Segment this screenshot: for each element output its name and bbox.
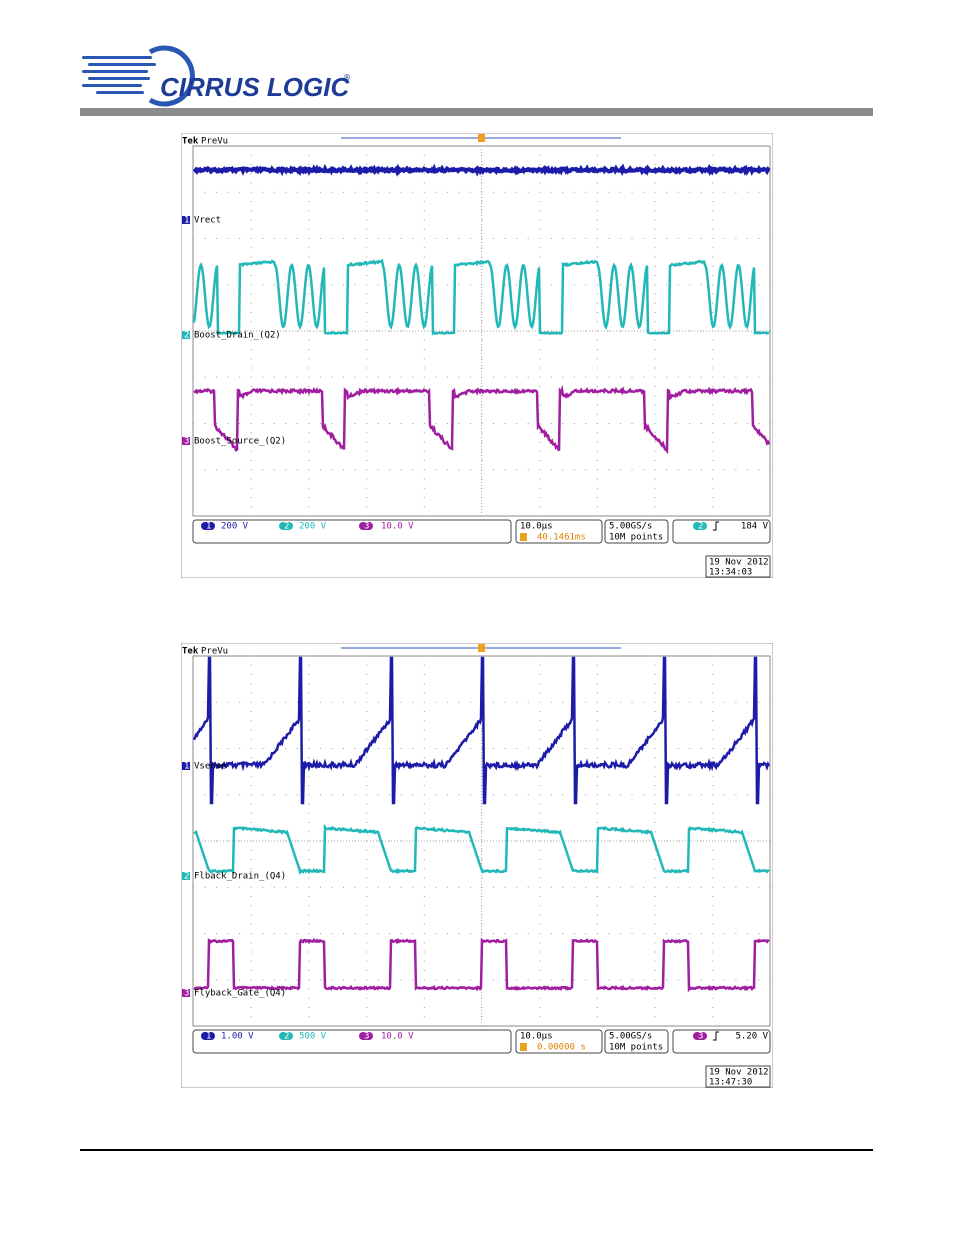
date-box [705,555,771,578]
channel-label: Vsense [194,762,227,772]
delay: 0.00000 s [537,1043,586,1053]
waveform [192,258,770,336]
waveform [193,384,771,455]
oscilloscope: Tek PreVu 1 Vrect 2 Boost_Drain_(Q2) 3 Boost_So… [181,133,773,578]
waveform [193,937,770,993]
timebase: 10.0µs [520,1032,553,1042]
oscilloscope: Tek PreVu 1 Vsense 2 Flback_Drain_(Q4) 3 Flybac… [181,643,773,1088]
trigger-level: 5.20 V [735,1032,768,1042]
date: 19 Nov 2012 [709,558,769,568]
status-box [604,519,669,544]
trigger-badge [693,522,707,530]
channel-badge [182,762,190,770]
channel-scale: 10.0 V [381,522,414,532]
channel-label: Boost_Drain_(Q2) [194,331,281,341]
trigger-slope [713,1031,719,1041]
channel-badge-number: 3 [184,989,189,999]
time: 13:47:30 [709,1078,752,1088]
header: CIRRUS LOGIC ® [80,45,873,116]
trigger-level: 184 V [741,522,769,532]
channel-badge-number: 2 [184,331,189,341]
channel-badge [182,872,190,880]
sample-rate: 5.00GS/s [609,1032,652,1042]
mode: PreVu [201,647,228,657]
channel-badge-number: 1 [184,216,189,226]
channel-label: Flyback_Gate_(Q4) [194,989,286,999]
header-bar [80,108,873,116]
status-box [515,1029,603,1054]
channel-scale: 1.00 V [221,1032,254,1042]
channel-badge [182,331,190,339]
scale-badge-number: 2 [284,1032,289,1042]
trigger-channel: 3 [698,1032,703,1042]
scale-badge-number: 3 [364,1032,369,1042]
waveform [192,163,771,177]
channel-label: Flback_Drain_(Q4) [194,872,286,882]
scale-badge [359,1032,373,1040]
scale-badge [359,522,373,530]
channel-label: Boost_Source_(Q2) [194,437,286,447]
status-box [515,519,603,544]
scale-badge [279,1032,293,1040]
scale-badge-number: 1 [206,1032,211,1042]
channel-badge-number: 1 [184,762,189,772]
status-box [192,1029,512,1054]
channel-label: Vrect [194,216,221,226]
trigger-badge [693,1032,707,1040]
date-box [705,1065,771,1088]
record-length: 10M points [609,1043,663,1053]
record-length: 10M points [609,533,663,543]
channel-badge [182,989,190,997]
timebase: 10.0µs [520,522,553,532]
grid-dots [193,145,771,517]
scale-badge-number: 3 [364,522,369,532]
mode: PreVu [201,137,228,147]
scale-badge-number: 1 [206,522,211,532]
scale-badge [279,522,293,530]
trigger-channel: 2 [698,522,703,532]
channel-scale: 200 V [221,522,249,532]
trigger-marker [478,134,485,142]
channel-badge-number: 3 [184,437,189,447]
waveform [192,656,771,805]
date: 19 Nov 2012 [709,1068,769,1078]
waveform [193,823,770,876]
channel-badge [182,216,190,224]
delay: 40.1461ms [537,533,586,543]
channel-scale: 500 V [299,1032,327,1042]
status-box [604,1029,669,1054]
delay-icon [520,1043,527,1051]
time: 13:34:03 [709,568,752,578]
scale-badge-number: 2 [284,522,289,532]
logo-mark [82,45,195,107]
scale-badge [201,1032,215,1040]
trigger-slope [713,521,719,531]
brand: Tek [182,137,199,147]
logo-registered: ® [343,73,351,82]
channel-badge [182,437,190,445]
channel-scale: 10.0 V [381,1032,414,1042]
channel-badge-number: 2 [184,872,189,882]
brand: Tek [182,647,199,657]
footer-rule [80,1149,873,1151]
logo-text: CIRRUS LOGIC [160,72,350,102]
trigger-marker [478,644,485,652]
delay-icon [520,533,527,541]
scale-badge [201,522,215,530]
sample-rate: 5.00GS/s [609,522,652,532]
status-box [192,519,512,544]
grid-dots [193,655,771,1027]
channel-scale: 200 V [299,522,327,532]
